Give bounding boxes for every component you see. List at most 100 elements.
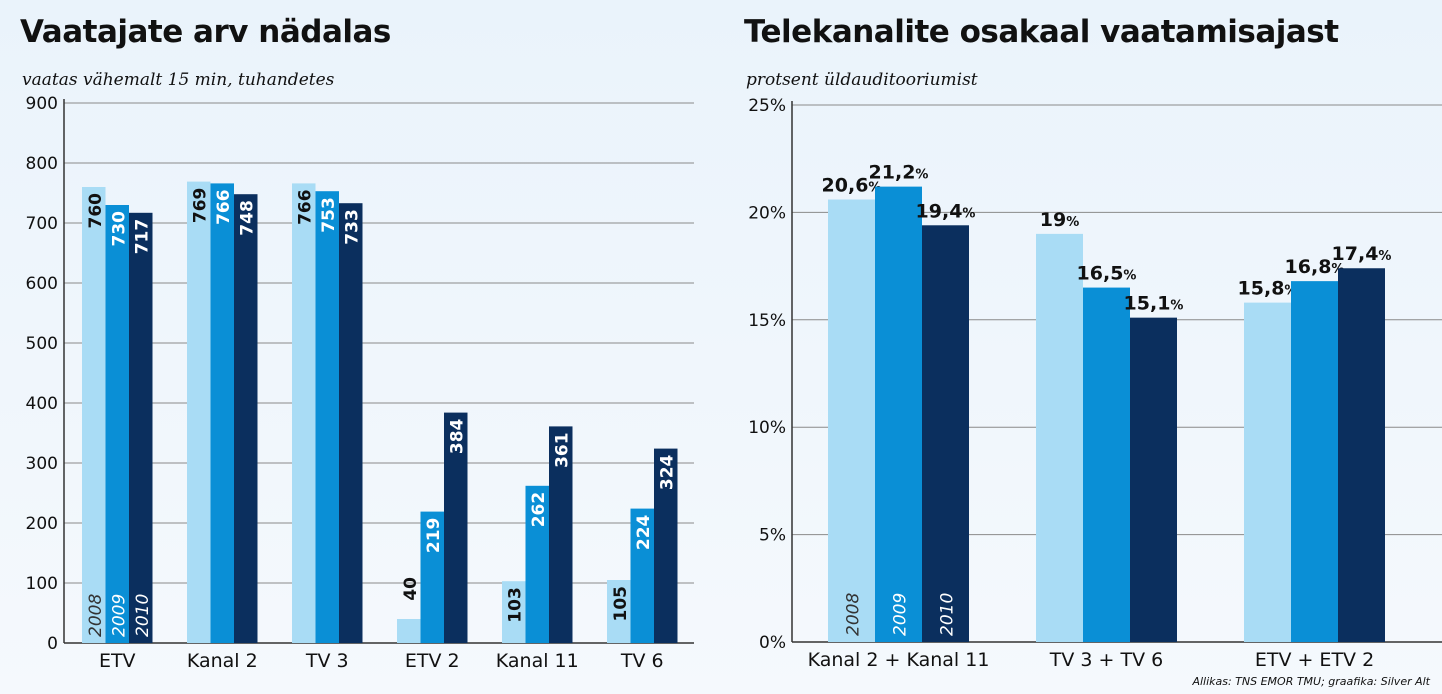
bar-2009 [525, 485, 549, 643]
data-label: 219 [424, 518, 444, 554]
data-label: 324 [658, 454, 678, 490]
bar-2009 [210, 183, 234, 643]
bar-2008 [1036, 233, 1083, 642]
viewers-bar-chart: 0 100 200 300 400 500 600 700 800 900 760 2008 730 20… [26, 94, 694, 672]
y-tick-label: 0 [47, 634, 58, 654]
data-label: 730 [109, 211, 129, 247]
data-label: 105 [611, 586, 631, 622]
share-bar-chart: 0%5%10%15%20%25%20,6%200821,2%200919,4%2… [748, 96, 1442, 671]
data-label: 760 [86, 193, 106, 229]
y-tick-label: 900 [26, 94, 58, 114]
year-label: 2009 [109, 594, 129, 637]
bar-2010 [1130, 317, 1177, 642]
y-tick-label: 500 [26, 334, 58, 354]
data-label: 361 [553, 432, 573, 468]
bar-2010 [922, 225, 969, 642]
bar-2009 [875, 186, 922, 642]
viewers-chart-title: Vaatajate arv nädalas [20, 14, 391, 50]
data-label-value: 20,6 [822, 175, 869, 197]
data-label: 15,1% [1124, 293, 1184, 315]
category-label: TV 3 [305, 650, 349, 672]
data-label: 769 [191, 188, 211, 224]
source-credit: Allikas: TNS EMOR TMU; graafika: Silver … [1192, 675, 1430, 688]
y-tick-label: 15% [748, 311, 786, 331]
bar-2008 [828, 199, 875, 642]
y-tick-label: 0% [759, 633, 786, 653]
data-label-value: 19 [1040, 209, 1066, 231]
year-label: 2010 [938, 593, 958, 636]
data-label: 15,8% [1238, 278, 1298, 300]
year-label: 2010 [133, 594, 153, 637]
data-label-value: 16,8 [1285, 256, 1332, 278]
y-tick-label: 25% [748, 96, 786, 116]
category-label: Kanal 2 + Kanal 11 [808, 649, 990, 671]
bar-2009 [420, 511, 444, 643]
viewers-chart-panel: Vaatajate arv nädalas vaatas vähemalt 15… [0, 0, 700, 694]
y-tick-label: 20% [748, 203, 786, 223]
bar-2009 [1291, 281, 1338, 642]
y-tick-label: 700 [26, 214, 58, 234]
bar-2010 [444, 412, 468, 643]
data-label: 262 [529, 492, 549, 528]
y-tick-label: 400 [26, 394, 58, 414]
data-label: 384 [448, 418, 468, 454]
data-label-value: 15,1 [1124, 293, 1171, 315]
y-tick-label: 100 [26, 574, 58, 594]
data-label-value: 16,5 [1077, 263, 1124, 285]
category-label: Kanal 11 [496, 650, 579, 672]
share-chart-subtitle: protsent üldauditooriumist [746, 70, 978, 90]
bar-2009 [1083, 287, 1130, 642]
y-tick-label: 300 [26, 454, 58, 474]
data-label-value: 17,4 [1332, 243, 1379, 265]
data-label-unit: % [1170, 299, 1183, 314]
data-label-unit: % [1378, 249, 1391, 264]
bar-2010 [234, 194, 258, 643]
bar-2008 [397, 619, 421, 643]
data-label: 103 [506, 587, 526, 623]
y-tick-label: 800 [26, 154, 58, 174]
bar-2008 [607, 580, 631, 643]
data-label: 766 [296, 189, 316, 225]
data-label-value: 19,4 [916, 200, 963, 222]
bar-2009 [630, 508, 654, 643]
category-label: TV 6 [620, 650, 664, 672]
year-label: 2009 [891, 593, 911, 636]
data-label: 21,2% [869, 162, 929, 184]
data-label: 717 [133, 219, 153, 255]
data-label-unit: % [1123, 269, 1136, 284]
y-tick-label: 200 [26, 514, 58, 534]
category-label: ETV + ETV 2 [1255, 649, 1374, 671]
data-label: 748 [238, 200, 258, 236]
bar-2008 [292, 183, 316, 643]
bar-2010 [129, 212, 153, 644]
data-label-unit: % [962, 206, 975, 221]
y-tick-label: 5% [759, 526, 786, 546]
category-label: TV 3 + TV 6 [1049, 649, 1163, 671]
viewers-chart-subtitle: vaatas vähemalt 15 min, tuhandetes [22, 70, 335, 90]
bar-2009 [315, 191, 339, 643]
bar-2008 [187, 181, 211, 643]
bar-2008 [82, 187, 106, 643]
year-label: 2008 [844, 593, 864, 636]
share-chart-title: Telekanalite osakaal vaatamisajast [744, 14, 1339, 50]
bar-2008 [1244, 302, 1291, 642]
y-tick-label: 600 [26, 274, 58, 294]
category-label: ETV 2 [405, 650, 460, 672]
year-label: 2008 [86, 594, 106, 637]
data-label-value: 21,2 [869, 162, 916, 184]
data-label-unit: % [915, 168, 928, 183]
bar-2010 [654, 448, 678, 643]
bar-2010 [339, 203, 363, 643]
y-tick-label: 10% [748, 418, 786, 438]
data-label-value: 15,8 [1238, 278, 1285, 300]
category-label: Kanal 2 [187, 650, 258, 672]
data-label: 40 [401, 577, 421, 601]
data-label: 753 [319, 197, 339, 233]
data-label-unit: % [1066, 215, 1079, 230]
data-label: 17,4% [1332, 243, 1392, 265]
data-label: 16,5% [1077, 263, 1137, 285]
bar-2010 [1338, 268, 1385, 642]
data-label: 19% [1040, 209, 1079, 231]
data-label: 733 [343, 209, 363, 245]
data-label: 19,4% [916, 200, 976, 222]
